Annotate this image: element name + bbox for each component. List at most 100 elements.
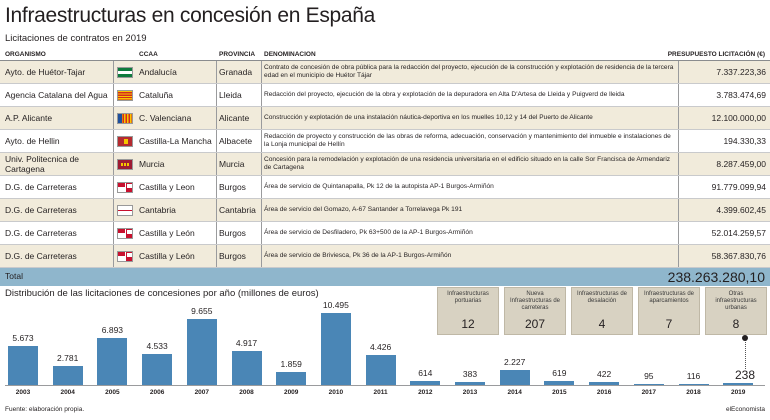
- table-row: D.G. de Carreteras Castilla y León Burgos Á…: [0, 245, 770, 268]
- chart-bar: [97, 337, 128, 385]
- denominacion-cell: Concesión para la remodelación y explota…: [264, 156, 671, 171]
- flag-cell: [117, 130, 133, 152]
- summary-label: Infraestructuras de desalación: [576, 291, 628, 304]
- flag-cell: [117, 84, 133, 106]
- chart-title: Distribución de las licitaciones de conc…: [5, 288, 319, 299]
- bar-value-label: 95: [644, 370, 654, 381]
- chart-bar: [186, 318, 217, 385]
- source-note: Fuente: elaboración propia.: [5, 406, 85, 413]
- connector-dot: [742, 335, 748, 341]
- chart-bar: [455, 382, 485, 385]
- provincia-cell: Albacete: [219, 136, 253, 146]
- bar-value-label: 614: [418, 367, 433, 378]
- denominacion-cell: Redacción del proyecto, ejecución de la …: [264, 91, 625, 98]
- column-divider: [261, 222, 262, 244]
- summary-box: Infraestructuras portuarias 12: [437, 287, 499, 335]
- column-divider: [113, 84, 114, 106]
- header-provincia: PROVINCIA: [219, 51, 256, 58]
- denominacion-cell: Área de servicio del Gomazo, A-67 Santan…: [264, 206, 463, 213]
- credit: elEconomista: [725, 406, 765, 413]
- chart-bar: [544, 380, 575, 385]
- summary-value: 4: [598, 317, 606, 331]
- ccaa-cell: Cataluña: [139, 90, 174, 100]
- organismo-cell: Ayto. de Hellin: [5, 136, 60, 146]
- column-divider: [216, 245, 217, 267]
- table-row: D.G. de Carreteras Castilla y León Burgos Á…: [0, 222, 770, 245]
- column-divider: [113, 153, 114, 175]
- contracts-table: ORGANISMO CCAA PROVINCIA DENOMINACION PR…: [0, 47, 770, 286]
- x-tick-label: 2003: [15, 389, 31, 396]
- bar-value-label: 2.781: [57, 352, 79, 363]
- chart-bar: [410, 380, 441, 385]
- column-divider: [678, 199, 679, 221]
- total-label: Total: [5, 271, 23, 281]
- provincia-cell: Alicante: [219, 113, 250, 123]
- presupuesto-cell: 12.100.000,00: [711, 113, 766, 123]
- presupuesto-cell: 52.014.259,57: [711, 228, 766, 238]
- organismo-cell: D.G. de Carreteras: [5, 205, 77, 215]
- connector-line: [745, 337, 746, 369]
- provincia-cell: Murcia: [219, 159, 245, 169]
- column-divider: [113, 199, 114, 221]
- column-divider: [261, 130, 262, 152]
- flag-cell: [117, 222, 133, 244]
- column-divider: [113, 245, 114, 267]
- cantabria-flag-icon: [117, 204, 133, 216]
- provincia-cell: Burgos: [219, 182, 246, 192]
- column-divider: [261, 245, 262, 267]
- x-tick-label: 2011: [373, 389, 388, 396]
- flag-cell: [117, 153, 133, 175]
- organismo-cell: D.G. de Carreteras: [5, 228, 77, 238]
- column-divider: [261, 84, 262, 106]
- chart-bar: [8, 346, 38, 385]
- column-divider: [216, 176, 217, 198]
- ccaa-cell: Castilla y Leon: [139, 182, 195, 192]
- column-divider: [261, 199, 262, 221]
- bar-value-label: 4.917: [235, 338, 258, 349]
- chart-bar: [633, 383, 664, 385]
- flag-cell: [117, 176, 133, 198]
- header-denominacion: DENOMINACION: [264, 51, 316, 58]
- column-divider: [678, 245, 679, 267]
- table-row: Ayto. de Huétor-Tajar Andalucía Granada Con…: [0, 61, 770, 84]
- page-title: Infraestructuras en concesión en España: [5, 4, 376, 27]
- column-divider: [261, 107, 262, 129]
- table-row: Ayto. de Hellin Castilla-La Mancha Albacet…: [0, 130, 770, 153]
- presupuesto-cell: 91.779.099,94: [711, 182, 766, 192]
- organismo-cell: Ayto. de Huétor-Tajar: [5, 67, 86, 77]
- chart-baseline: [5, 385, 765, 386]
- flag-cell: [117, 107, 133, 129]
- column-divider: [261, 153, 262, 175]
- denominacion-cell: Área de servicio de Desfiladero, Pk 63+5…: [264, 229, 473, 236]
- castilla-leon-flag-icon: [117, 250, 133, 262]
- x-tick-label: 2008: [239, 389, 254, 396]
- x-tick-label: 2012: [418, 389, 433, 396]
- bar-value-label: 10.495: [322, 300, 349, 310]
- bar-value-label: 4.533: [146, 340, 168, 351]
- summary-label: Infraestructuras de aparcamientos: [643, 291, 695, 304]
- summary-label: Nueva Infraestructuras de carreteras: [509, 291, 561, 311]
- summary-box: Nueva Infraestructuras de carreteras 207: [504, 287, 566, 335]
- provincia-cell: Burgos: [219, 228, 246, 238]
- denominacion-cell: Redacción de proyecto y construcción de …: [264, 133, 671, 148]
- x-tick-label: 2006: [149, 389, 165, 396]
- table-header: ORGANISMO CCAA PROVINCIA DENOMINACION PR…: [0, 47, 770, 61]
- summary-value: 207: [524, 317, 546, 331]
- chart-bar: [320, 313, 351, 385]
- summary-label: Infraestructuras portuarias: [447, 291, 489, 304]
- provincia-cell: Granada: [219, 67, 253, 77]
- summary-value: 7: [665, 317, 673, 331]
- column-divider: [678, 222, 679, 244]
- column-divider: [678, 61, 679, 83]
- summary-value: 12: [461, 317, 475, 331]
- column-divider: [113, 130, 114, 152]
- column-divider: [113, 61, 114, 83]
- x-tick-label: 2016: [596, 389, 612, 396]
- provincia-cell: Cantabria: [219, 205, 256, 215]
- table-row: Agencia Catalana del Agua Cataluña Lleida R…: [0, 84, 770, 107]
- castilla-leon-flag-icon: [117, 181, 133, 193]
- ccaa-cell: Castilla-La Mancha: [139, 136, 212, 146]
- total-row: Total 238.263.280,10: [0, 268, 770, 286]
- column-divider: [216, 199, 217, 221]
- murcia-flag-icon: [117, 158, 133, 170]
